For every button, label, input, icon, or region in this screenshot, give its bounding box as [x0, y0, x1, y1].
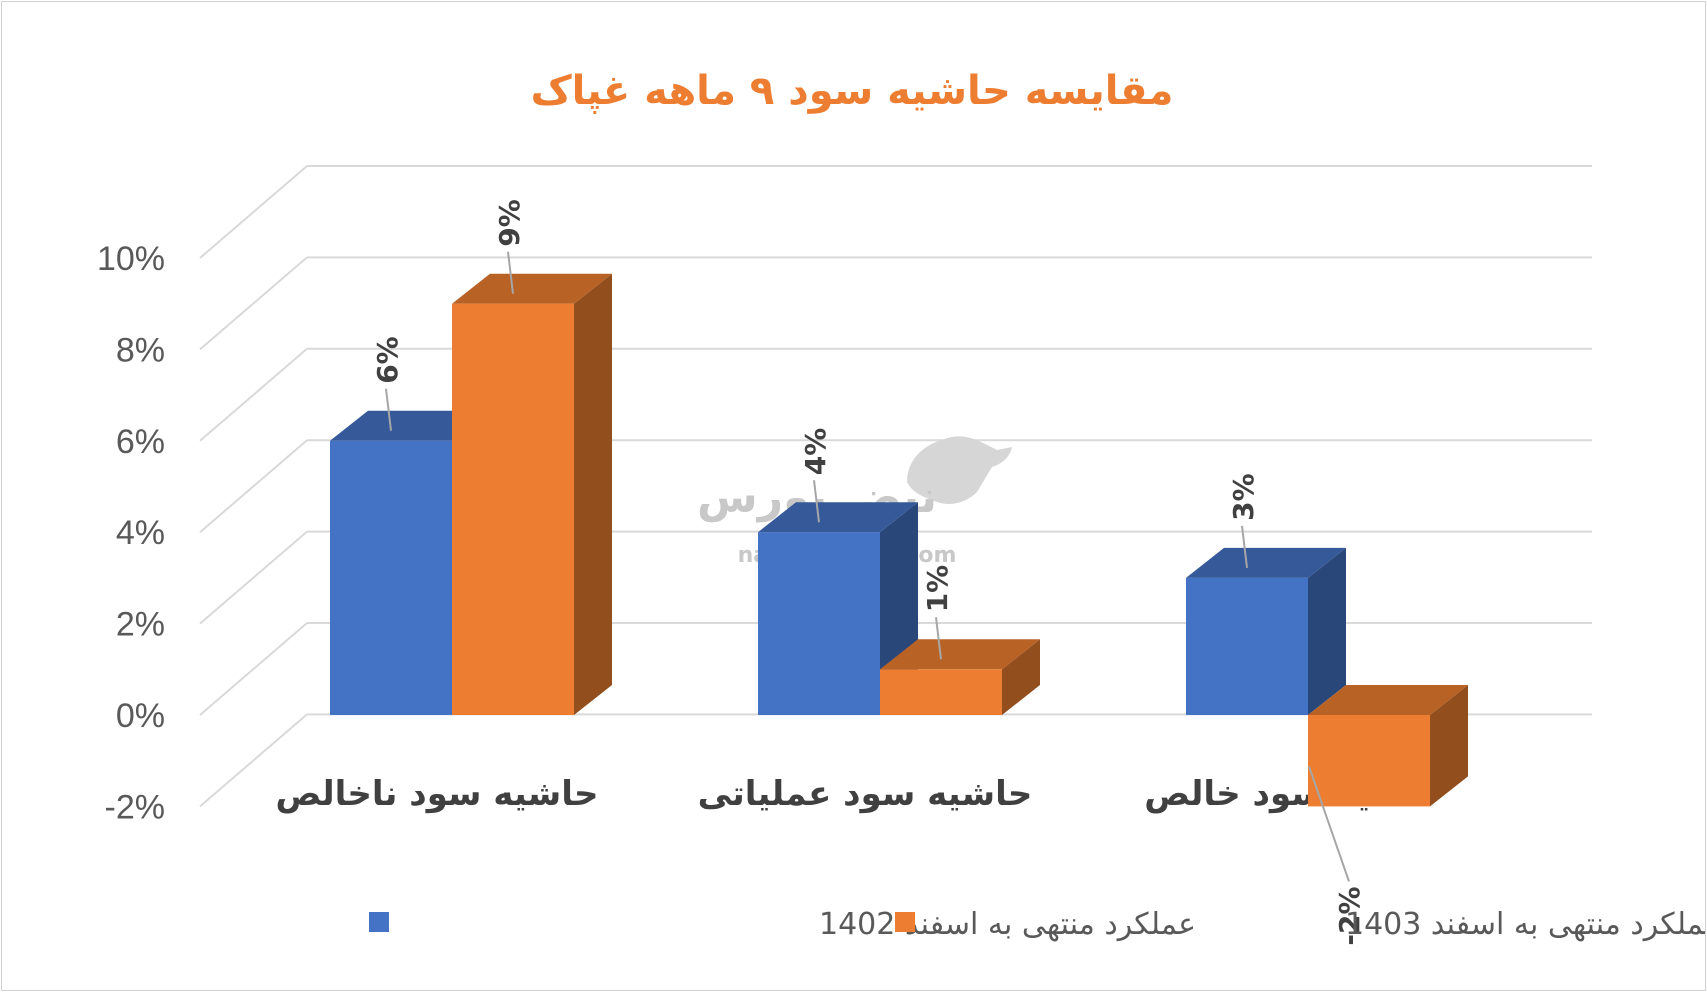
- data-label: 4%: [799, 428, 832, 476]
- bar-top-face: [330, 410, 490, 441]
- data-label: 3%: [1227, 473, 1260, 521]
- data-labels: 6% 9% 4% 1% 3% -2%: [371, 199, 1366, 945]
- data-label-group: 9%: [493, 199, 526, 294]
- gridline-side: [199, 348, 308, 442]
- data-label-group: -2%: [1308, 766, 1366, 946]
- gridline-side: [199, 713, 308, 808]
- bar-top-face: [1186, 547, 1346, 578]
- gridline-side: [199, 622, 308, 716]
- legend-swatch: [895, 912, 915, 932]
- data-label-group: 3%: [1227, 473, 1260, 569]
- data-label-group: 1%: [921, 565, 954, 660]
- legend-item: عملکرد منتهی به اسفند 1402: [369, 907, 1196, 942]
- leader-line: [385, 388, 392, 431]
- leader-line: [507, 251, 514, 294]
- bar-series2: [452, 273, 612, 715]
- bar-front-face: [452, 303, 574, 715]
- data-label: 9%: [493, 199, 526, 247]
- legend: عملکرد منتهی به اسفند 1402 عملکرد منتهی ب…: [369, 907, 1705, 942]
- bar-top-face: [758, 502, 918, 533]
- data-label: 6%: [371, 336, 404, 384]
- bar-front-face: [1308, 715, 1430, 807]
- bar-front-face: [330, 440, 452, 715]
- bar-side-face: [574, 273, 612, 715]
- y-tick-label: -2%: [105, 788, 165, 826]
- legend-label: عملکرد منتهی به اسفند 1403: [1345, 907, 1705, 942]
- category-label: حاشیه سود ناخالص: [275, 774, 598, 814]
- data-label: -2%: [1333, 886, 1366, 945]
- gridline-side: [199, 439, 308, 533]
- y-tick-label: 10%: [97, 240, 165, 278]
- bar-front-face: [880, 669, 1002, 715]
- bar-top-face: [452, 273, 612, 304]
- data-label: 1%: [921, 565, 954, 613]
- leader-line: [813, 480, 820, 523]
- gridline-side: [199, 530, 308, 625]
- leader-line: [935, 617, 942, 660]
- chart-title: مقایسه حاشیه سود ۹ ماهه غپاک: [531, 68, 1174, 114]
- bull-logo-icon: [907, 436, 1012, 504]
- y-tick-label: 8%: [116, 331, 165, 369]
- legend-label: عملکرد منتهی به اسفند 1402: [819, 907, 1196, 942]
- y-tick-label: 2%: [116, 606, 165, 644]
- gridline-side: [199, 256, 308, 351]
- y-tick-label: 6%: [116, 423, 165, 461]
- category-label: حاشیه سود عملیاتی: [698, 774, 1033, 814]
- bar-top-face: [1308, 685, 1468, 715]
- x-axis-category-labels: حاشیه سود ناخالص حاشیه سود عملیاتی حاشیه س…: [275, 774, 1441, 814]
- bars: [330, 273, 1468, 807]
- bar-series2: [1308, 685, 1468, 807]
- bar-top-face: [880, 639, 1040, 670]
- bar-side-face: [1002, 639, 1040, 715]
- bar-series2: [880, 639, 1040, 715]
- gridline-side: [199, 165, 308, 259]
- bar-series1: [1186, 547, 1346, 715]
- y-tick-label: 0%: [116, 697, 165, 735]
- leader-line: [1308, 766, 1350, 882]
- y-axis-tick-labels: -2% 0% 2% 4% 6% 8% 10%: [97, 240, 165, 826]
- y-tick-label: 4%: [116, 514, 165, 552]
- legend-item: عملکرد منتهی به اسفند 1403: [895, 907, 1705, 942]
- bar-front-face: [1186, 577, 1308, 715]
- data-label-group: 4%: [799, 428, 832, 523]
- leader-line: [1241, 525, 1248, 569]
- bar-front-face: [758, 532, 880, 715]
- data-label-group: 6%: [371, 336, 404, 431]
- bar-side-face: [1308, 547, 1346, 715]
- bar-side-face: [1430, 685, 1468, 807]
- legend-swatch: [369, 912, 389, 932]
